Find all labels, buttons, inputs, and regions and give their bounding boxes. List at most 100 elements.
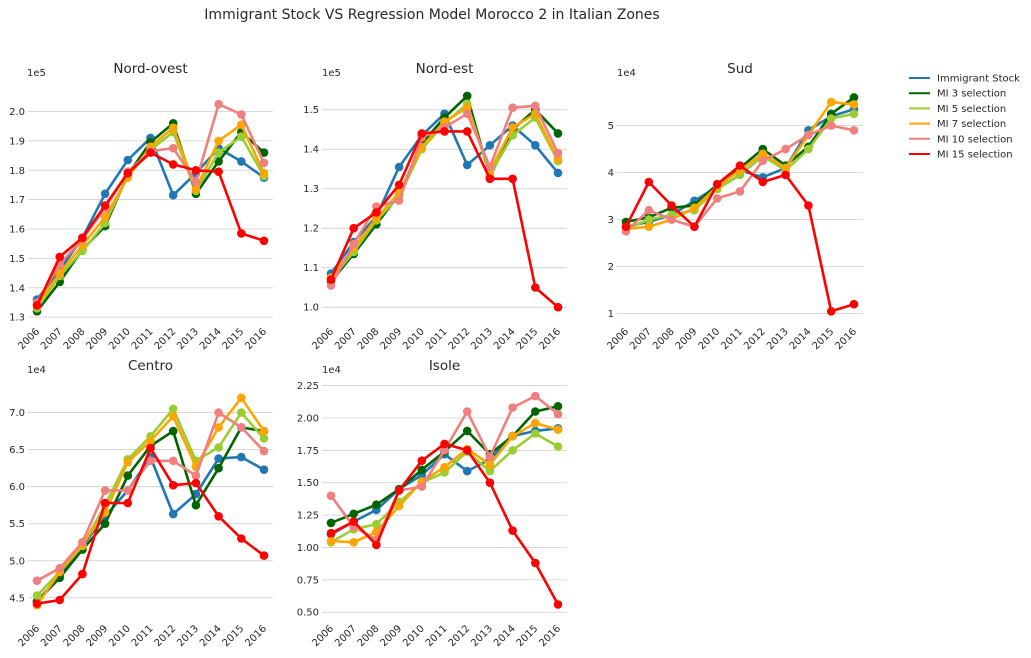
- data-point: [735, 187, 745, 196]
- data-point: [553, 600, 563, 609]
- data-point: [326, 281, 336, 290]
- data-point: [349, 223, 359, 233]
- data-point: [146, 436, 155, 446]
- subplot-title: Nord-est: [416, 61, 474, 77]
- data-point: [553, 154, 563, 164]
- y-tick-label: 7.0: [9, 408, 25, 419]
- data-point: [326, 528, 336, 538]
- data-point: [394, 486, 404, 495]
- data-point: [237, 157, 246, 166]
- data-point: [237, 452, 246, 462]
- data-point: [214, 443, 223, 452]
- data-point: [462, 127, 472, 136]
- data-point: [326, 518, 336, 528]
- x-tick-label: 2014: [492, 326, 518, 352]
- data-point: [394, 180, 404, 190]
- series-line: [35, 446, 266, 606]
- x-tick-label: 2010: [401, 326, 427, 352]
- data-point: [372, 208, 381, 217]
- y-tick-label: 1.5: [303, 105, 319, 116]
- data-point: [123, 471, 133, 480]
- legend-label: MI 5 selection: [937, 104, 1006, 115]
- data-point: [553, 129, 563, 138]
- y-tick-label: 1.25: [297, 511, 319, 522]
- y-tick-label: 5.5: [9, 519, 25, 530]
- subplot-centro: 4.55.05.56.06.57.02006200720082009201020…: [9, 358, 273, 649]
- data-point: [259, 168, 269, 178]
- legend-entry-immigrant-stock: Immigrant Stock: [909, 74, 1020, 85]
- data-point: [553, 302, 563, 312]
- y-tick-label: 1.4: [9, 283, 25, 294]
- data-point: [372, 540, 381, 550]
- subplot-title: Centro: [128, 358, 173, 374]
- series-line: [35, 455, 266, 603]
- y-tick-label: 1: [608, 309, 614, 320]
- data-point: [259, 158, 269, 168]
- data-point: [100, 189, 110, 199]
- subplot-sud: 1234520062007200820092010201120122013201…: [605, 61, 863, 352]
- data-point: [508, 174, 517, 184]
- y-tick-label: 4: [608, 168, 614, 179]
- legend-entry-mi-3-selection: MI 3 selection: [909, 89, 1006, 100]
- series-line: [624, 96, 856, 224]
- x-tick-label: 2014: [788, 326, 814, 352]
- data-point: [462, 103, 472, 112]
- data-point: [191, 500, 201, 510]
- data-point: [531, 101, 540, 111]
- data-point: [191, 166, 201, 175]
- x-tick-label: 2011: [130, 623, 156, 649]
- data-point: [553, 402, 563, 411]
- y-tick-label: 1.5: [9, 254, 25, 265]
- y-tick-label: 1.2: [303, 224, 319, 235]
- data-point: [417, 465, 427, 475]
- series-mi-15-selection: [621, 161, 859, 316]
- x-tick-label: 2009: [378, 623, 404, 649]
- data-point: [531, 429, 540, 438]
- data-point: [417, 129, 427, 138]
- data-point: [394, 501, 404, 511]
- data-point: [485, 478, 495, 488]
- y-tick-label: 6.5: [9, 445, 25, 456]
- data-point: [735, 161, 745, 170]
- data-point: [237, 229, 246, 238]
- data-point: [123, 457, 133, 467]
- data-point: [168, 412, 178, 421]
- series-mi-15-selection: [32, 443, 269, 608]
- data-point: [146, 456, 155, 466]
- series-mi-15-selection: [326, 127, 563, 312]
- data-point: [191, 177, 201, 187]
- data-point: [690, 203, 699, 213]
- data-point: [553, 409, 563, 419]
- data-point: [214, 99, 223, 109]
- x-tick-label: 2009: [84, 623, 110, 649]
- data-point: [214, 157, 223, 166]
- data-point: [485, 466, 495, 476]
- data-point: [508, 103, 517, 112]
- y-tick-label: 2.25: [297, 381, 319, 392]
- data-point: [78, 569, 87, 579]
- series-mi-10-selection: [621, 121, 859, 236]
- data-point: [55, 252, 64, 262]
- data-point: [531, 407, 540, 416]
- data-point: [394, 162, 404, 172]
- data-point: [168, 480, 178, 490]
- x-tick-label: 2015: [221, 326, 247, 352]
- axis-offset-label: 1e5: [322, 68, 341, 79]
- data-point: [553, 168, 563, 178]
- x-tick-label: 2006: [605, 326, 631, 352]
- x-tick-label: 2011: [424, 326, 450, 352]
- data-point: [531, 141, 540, 150]
- x-tick-label: 2006: [310, 623, 336, 649]
- data-point: [758, 156, 768, 166]
- x-tick-label: 2013: [175, 623, 201, 649]
- subplot-nord-est: 1.01.11.21.31.41.52006200720082009201020…: [303, 61, 567, 352]
- data-point: [259, 551, 269, 560]
- data-point: [531, 283, 540, 292]
- legend-label: MI 7 selection: [937, 119, 1006, 130]
- data-point: [440, 462, 449, 472]
- y-tick-label: 1.75: [297, 446, 319, 457]
- x-tick-label: 2011: [130, 326, 156, 352]
- data-point: [440, 446, 449, 455]
- data-point: [168, 160, 178, 169]
